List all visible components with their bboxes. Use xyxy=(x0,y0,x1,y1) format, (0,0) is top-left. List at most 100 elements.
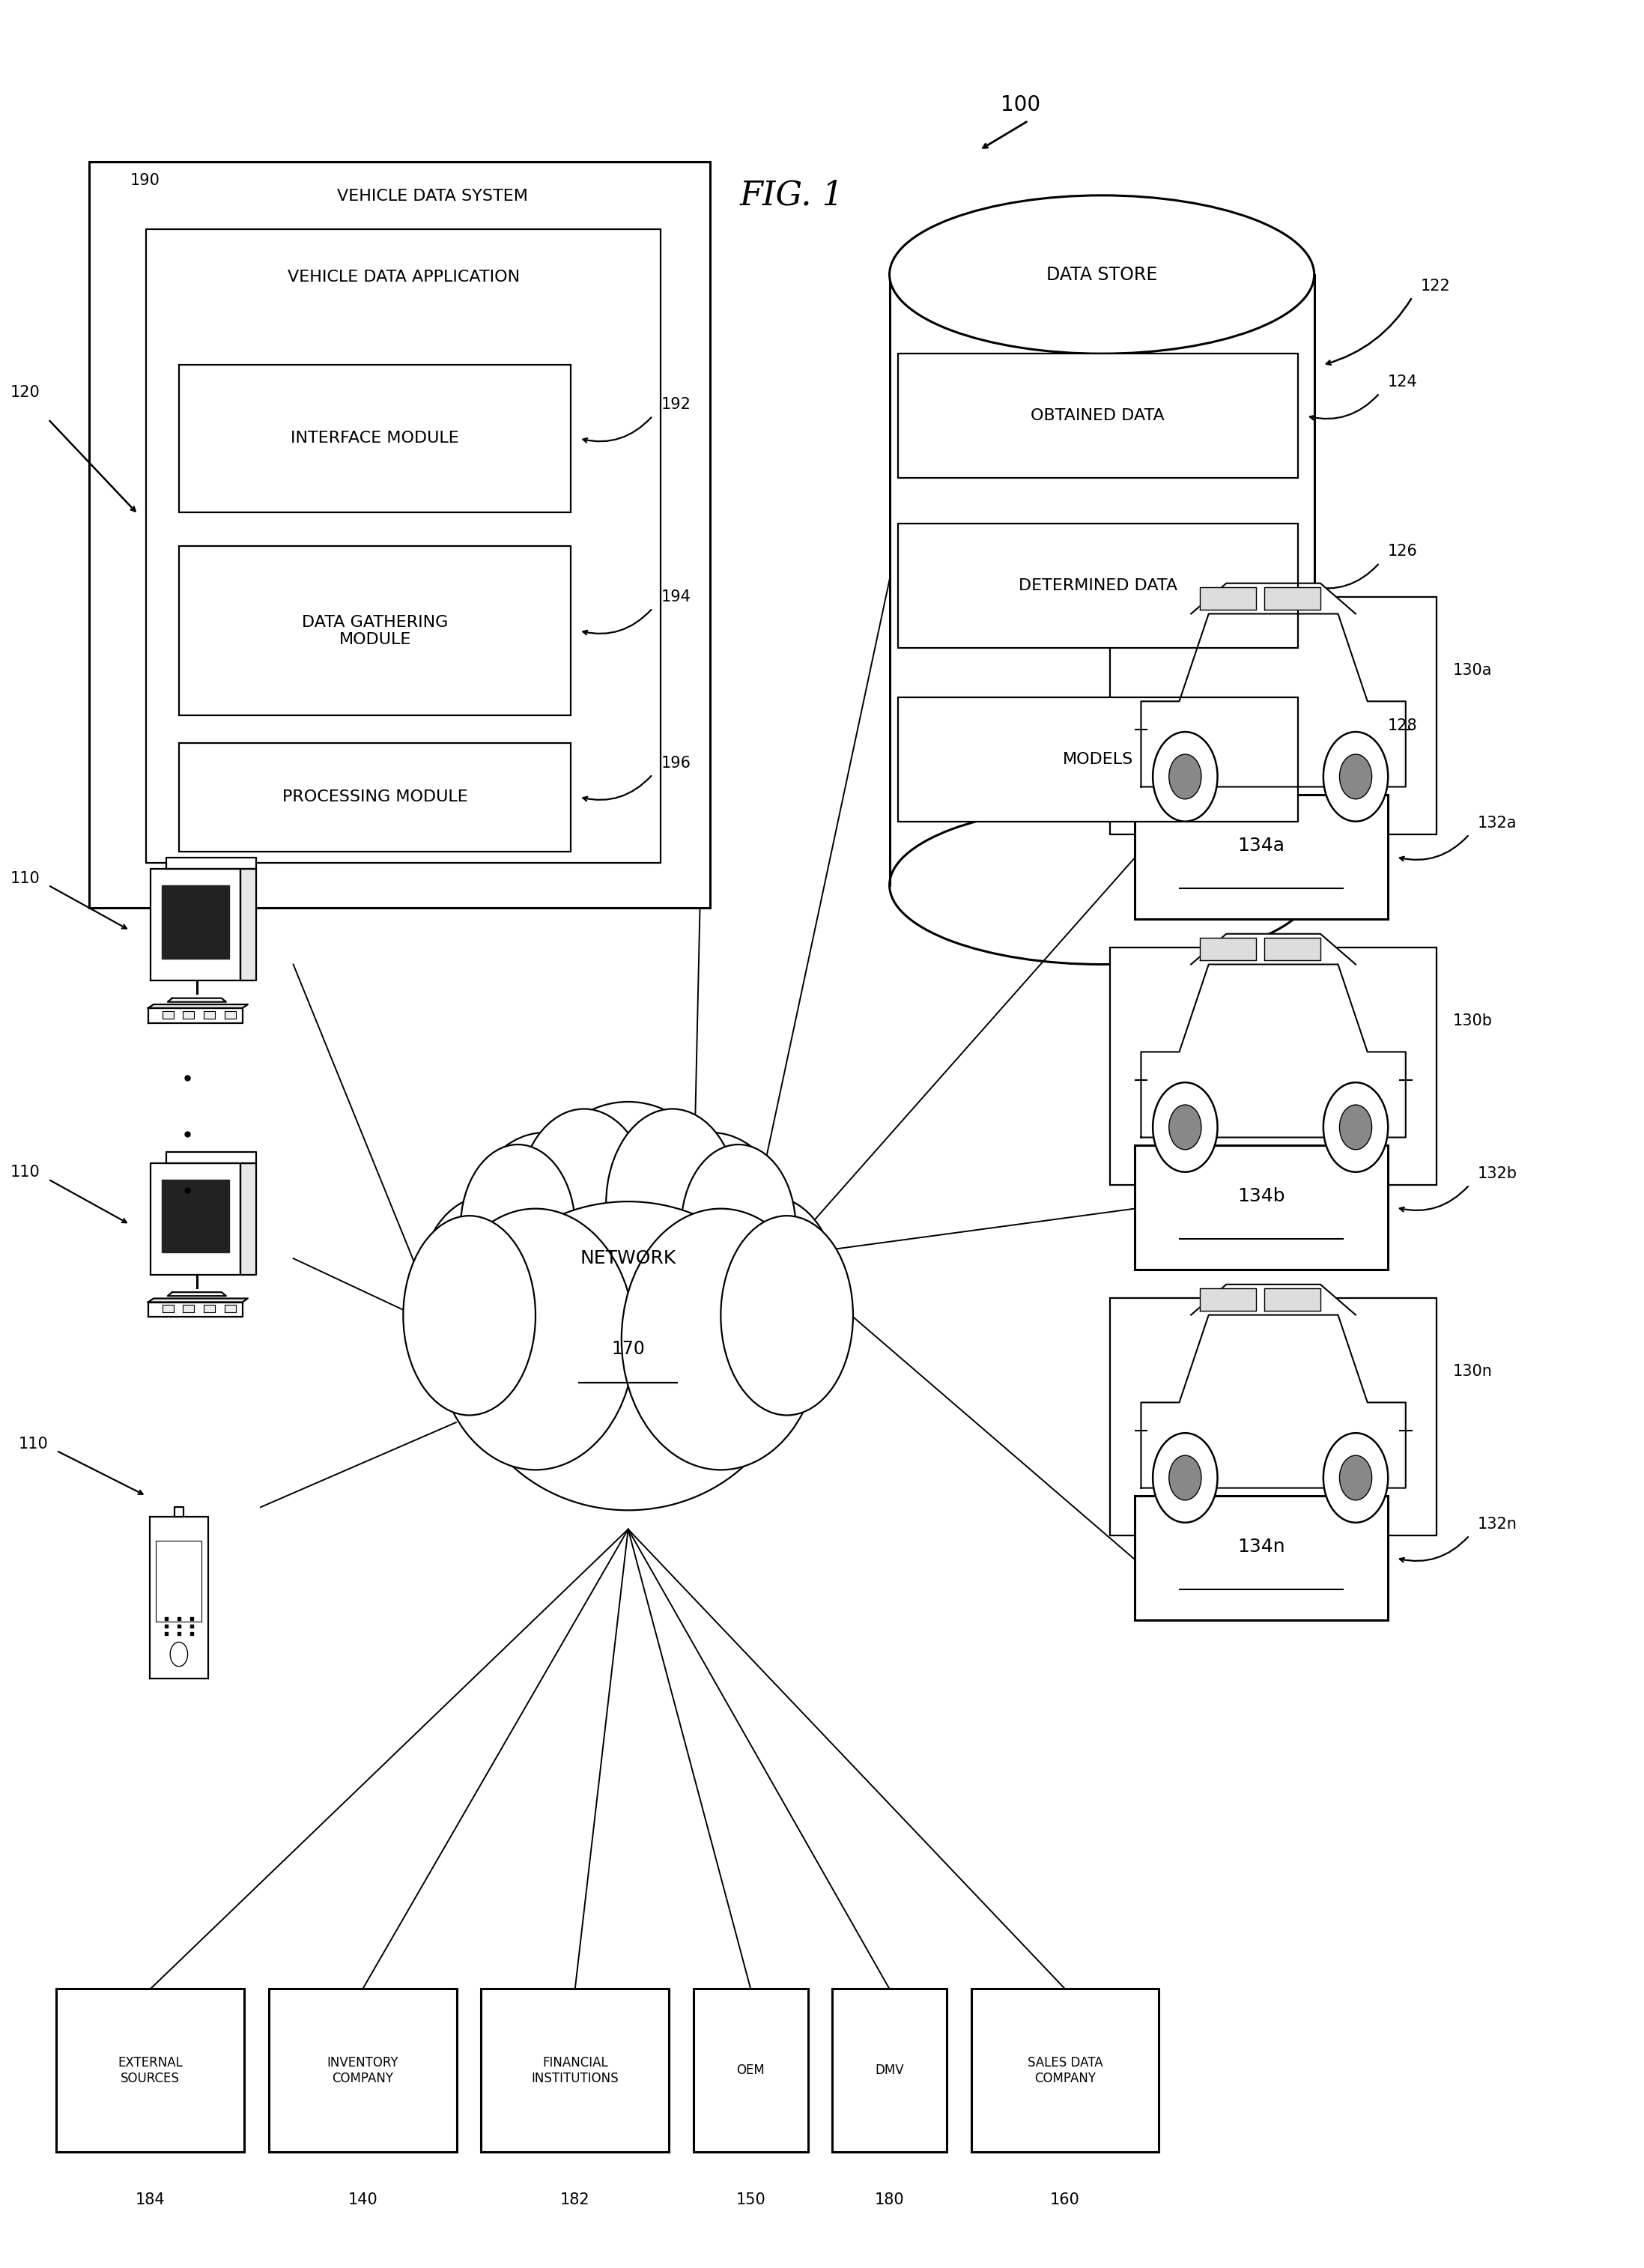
Circle shape xyxy=(1340,1105,1371,1150)
Text: 132a: 132a xyxy=(1478,816,1517,830)
Polygon shape xyxy=(148,1302,242,1318)
Text: OBTAINED DATA: OBTAINED DATA xyxy=(1031,408,1164,424)
Ellipse shape xyxy=(460,1132,628,1370)
Polygon shape xyxy=(168,998,227,1002)
Circle shape xyxy=(1340,1456,1371,1499)
Text: 120: 120 xyxy=(10,386,39,399)
Text: 134b: 134b xyxy=(1238,1186,1286,1204)
Bar xyxy=(1110,1297,1437,1535)
Bar xyxy=(1110,948,1437,1184)
Text: VEHICLE DATA SYSTEM: VEHICLE DATA SYSTEM xyxy=(337,188,528,204)
Polygon shape xyxy=(148,1009,242,1023)
Bar xyxy=(694,1989,807,2152)
Circle shape xyxy=(1323,1082,1388,1173)
Text: SALES DATA
COMPANY: SALES DATA COMPANY xyxy=(1028,2055,1103,2084)
Polygon shape xyxy=(1141,964,1406,1136)
Text: 180: 180 xyxy=(875,2193,904,2207)
Circle shape xyxy=(1152,1082,1218,1173)
Polygon shape xyxy=(148,1297,248,1302)
Bar xyxy=(146,229,661,862)
Polygon shape xyxy=(163,1012,174,1018)
Polygon shape xyxy=(182,1012,194,1018)
Bar xyxy=(898,524,1297,649)
Bar xyxy=(179,547,570,717)
Polygon shape xyxy=(1141,615,1406,787)
Polygon shape xyxy=(174,1506,184,1517)
Polygon shape xyxy=(1200,939,1256,959)
Ellipse shape xyxy=(889,195,1314,354)
Text: 124: 124 xyxy=(1388,374,1417,390)
Text: 130a: 130a xyxy=(1453,662,1493,678)
Polygon shape xyxy=(204,1304,215,1313)
Circle shape xyxy=(1169,1456,1202,1499)
Bar xyxy=(1134,1145,1388,1270)
Polygon shape xyxy=(240,869,256,980)
Polygon shape xyxy=(1264,939,1320,959)
Ellipse shape xyxy=(513,1102,743,1411)
Polygon shape xyxy=(1200,587,1256,610)
Text: 122: 122 xyxy=(1420,279,1450,293)
Bar xyxy=(1134,1497,1388,1619)
Bar xyxy=(482,1989,669,2152)
Text: 182: 182 xyxy=(561,2193,590,2207)
Text: PROCESSING MODULE: PROCESSING MODULE xyxy=(283,789,469,805)
Bar xyxy=(268,1989,457,2152)
Ellipse shape xyxy=(403,1216,536,1415)
Text: 160: 160 xyxy=(1051,2193,1080,2207)
Bar xyxy=(898,699,1297,821)
Bar xyxy=(156,1540,202,1622)
Polygon shape xyxy=(1264,1288,1320,1311)
Circle shape xyxy=(1169,1105,1202,1150)
Circle shape xyxy=(1152,733,1218,821)
Bar xyxy=(179,742,570,850)
Text: MODELS: MODELS xyxy=(1062,753,1133,767)
Polygon shape xyxy=(163,1304,174,1313)
Text: 132n: 132n xyxy=(1478,1517,1517,1531)
Text: 130b: 130b xyxy=(1453,1014,1493,1027)
Text: INVENTORY
COMPANY: INVENTORY COMPANY xyxy=(327,2055,398,2084)
Text: 184: 184 xyxy=(135,2193,164,2207)
Bar xyxy=(1134,794,1388,919)
Text: 110: 110 xyxy=(18,1436,48,1452)
Ellipse shape xyxy=(518,1109,649,1300)
Polygon shape xyxy=(182,1304,194,1313)
Text: 192: 192 xyxy=(661,397,690,413)
Polygon shape xyxy=(150,1163,240,1275)
Text: 170: 170 xyxy=(612,1340,644,1359)
Text: DETERMINED DATA: DETERMINED DATA xyxy=(1018,578,1177,592)
Circle shape xyxy=(1323,733,1388,821)
Polygon shape xyxy=(225,1012,235,1018)
Polygon shape xyxy=(1190,583,1356,615)
Polygon shape xyxy=(148,1005,248,1009)
Polygon shape xyxy=(1200,1288,1256,1311)
Polygon shape xyxy=(1264,587,1320,610)
Text: 134n: 134n xyxy=(1238,1538,1286,1556)
Polygon shape xyxy=(1190,934,1356,964)
Bar xyxy=(56,1989,245,2152)
Text: 134a: 134a xyxy=(1238,837,1284,855)
Ellipse shape xyxy=(628,1132,796,1370)
Text: VEHICLE DATA APPLICATION: VEHICLE DATA APPLICATION xyxy=(288,270,520,286)
Text: 110: 110 xyxy=(10,1166,39,1179)
Text: INTERFACE MODULE: INTERFACE MODULE xyxy=(291,431,459,447)
Text: OEM: OEM xyxy=(737,2064,764,2077)
Bar xyxy=(89,161,710,907)
Polygon shape xyxy=(240,1163,256,1275)
Ellipse shape xyxy=(681,1145,796,1311)
Circle shape xyxy=(1323,1433,1388,1522)
Bar xyxy=(832,1989,947,2152)
Text: FINANCIAL
INSTITUTIONS: FINANCIAL INSTITUTIONS xyxy=(531,2055,618,2084)
Bar xyxy=(150,1517,209,1678)
Text: DATA STORE: DATA STORE xyxy=(1046,265,1157,284)
Ellipse shape xyxy=(462,1202,794,1510)
Ellipse shape xyxy=(720,1216,853,1415)
Bar xyxy=(972,1989,1159,2152)
Ellipse shape xyxy=(419,1198,551,1386)
Bar xyxy=(1110,596,1437,835)
Text: 150: 150 xyxy=(737,2193,766,2207)
Text: 100: 100 xyxy=(1000,95,1041,116)
Text: 140: 140 xyxy=(349,2193,378,2207)
Bar xyxy=(898,354,1297,479)
Bar xyxy=(179,365,570,513)
Text: 128: 128 xyxy=(1388,719,1417,733)
